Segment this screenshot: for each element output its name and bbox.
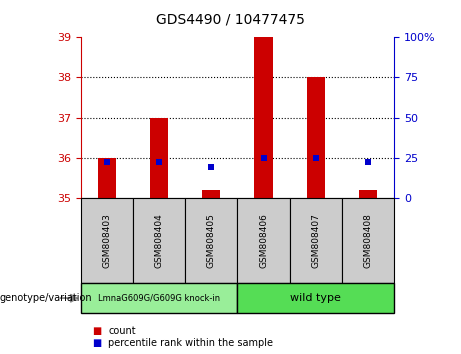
Bar xyxy=(307,78,325,198)
Text: GSM808405: GSM808405 xyxy=(207,213,216,268)
Bar xyxy=(202,190,220,198)
Bar xyxy=(98,158,116,198)
Text: ■: ■ xyxy=(92,326,101,336)
Text: count: count xyxy=(108,326,136,336)
Text: GDS4490 / 10477475: GDS4490 / 10477475 xyxy=(156,12,305,27)
Bar xyxy=(254,37,272,198)
Text: wild type: wild type xyxy=(290,293,341,303)
Text: percentile rank within the sample: percentile rank within the sample xyxy=(108,338,273,348)
Text: GSM808407: GSM808407 xyxy=(311,213,320,268)
Text: GSM808403: GSM808403 xyxy=(102,213,111,268)
Text: genotype/variation: genotype/variation xyxy=(0,293,93,303)
Bar xyxy=(359,190,377,198)
Text: LmnaG609G/G609G knock-in: LmnaG609G/G609G knock-in xyxy=(98,294,220,303)
Text: GSM808408: GSM808408 xyxy=(364,213,372,268)
Bar xyxy=(150,118,168,198)
Text: ■: ■ xyxy=(92,338,101,348)
Text: GSM808404: GSM808404 xyxy=(154,213,164,268)
Text: GSM808406: GSM808406 xyxy=(259,213,268,268)
